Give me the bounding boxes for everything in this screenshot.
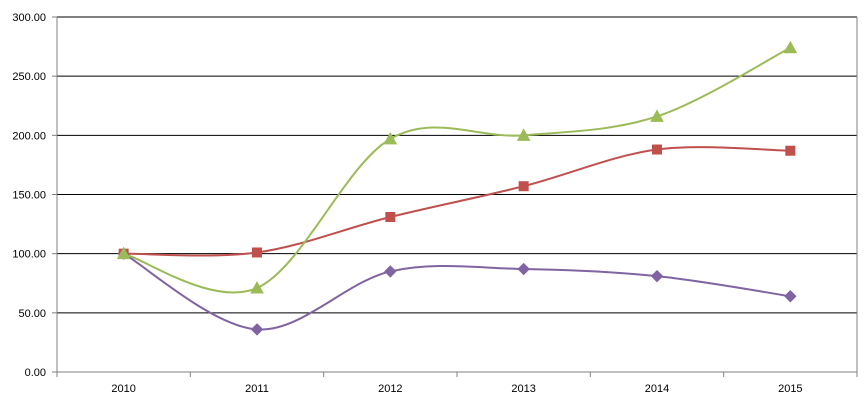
triangle-marker-s2-p0 bbox=[116, 246, 131, 260]
triangle-marker-s2-p4 bbox=[650, 109, 664, 122]
y-tick-label: 50.00 bbox=[18, 308, 46, 320]
diamond-marker-s0-p4 bbox=[650, 269, 664, 283]
triangle-marker-s2-p1 bbox=[250, 280, 264, 294]
series-line-0 bbox=[123, 252, 791, 331]
x-tick-label: 2015 bbox=[778, 383, 802, 395]
triangle-marker-s2-p5 bbox=[783, 40, 798, 54]
x-tick-label: 2010 bbox=[111, 383, 135, 395]
y-tick-label: 300.00 bbox=[12, 12, 46, 24]
y-tick-label: 200.00 bbox=[12, 130, 46, 142]
y-tick-label: 0.00 bbox=[25, 367, 46, 379]
series-line-1 bbox=[123, 146, 791, 257]
square-marker-s1-p3 bbox=[518, 181, 529, 192]
series-line-2 bbox=[123, 46, 791, 294]
diamond-marker-s0-p1 bbox=[250, 323, 264, 336]
square-marker-s1-p2 bbox=[385, 211, 396, 222]
x-tick-label: 2011 bbox=[245, 383, 269, 395]
series-layer bbox=[123, 46, 791, 331]
square-marker-s1-p4 bbox=[652, 144, 662, 155]
triangle-marker-s2-p2 bbox=[383, 131, 398, 145]
y-tick-label: 150.00 bbox=[12, 190, 46, 202]
y-tick-label: 250.00 bbox=[12, 71, 46, 83]
diamond-marker-s0-p5 bbox=[784, 290, 797, 303]
square-marker-s1-p1 bbox=[252, 247, 262, 258]
diamond-marker-s0-p2 bbox=[384, 265, 397, 278]
y-tick-label: 100.00 bbox=[12, 249, 46, 261]
axis-layer: 0.00 50.00 100.00 150.00 200.00 250.00 300.00 2… bbox=[12, 12, 858, 395]
x-tick-label: 2013 bbox=[511, 383, 535, 395]
triangle-marker-s2-p3 bbox=[516, 128, 531, 141]
x-tick-label: 2012 bbox=[378, 383, 402, 395]
square-marker-s1-p5 bbox=[785, 145, 796, 156]
x-tick-label: 2014 bbox=[645, 383, 669, 395]
grid-layer bbox=[57, 16, 857, 314]
diamond-marker-s0-p3 bbox=[517, 262, 530, 276]
marker-layer bbox=[116, 40, 798, 336]
